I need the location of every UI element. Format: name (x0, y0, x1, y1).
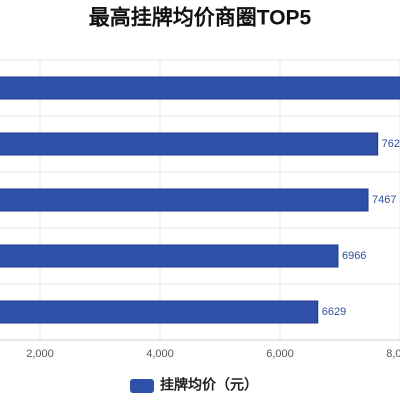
x-tick-label: 8,000 (386, 348, 400, 360)
x-tick-label: 6,000 (266, 348, 294, 360)
x-tick-label: 2,000 (26, 348, 54, 360)
bar (0, 76, 400, 100)
value-label: 7467 (372, 194, 396, 206)
chart-title: 最高挂牌均价商圈TOP5 (89, 6, 312, 30)
value-label: 6966 (342, 250, 366, 262)
legend-swatch (130, 379, 154, 393)
bar (0, 244, 339, 268)
value-label: 6629 (322, 306, 346, 318)
x-tick-label: 4,000 (146, 348, 174, 360)
bar (0, 132, 379, 156)
value-label: 7628 (382, 138, 400, 150)
bar (0, 188, 369, 212)
legend-label: 挂牌均价（元） (160, 377, 258, 393)
bar (0, 300, 319, 324)
